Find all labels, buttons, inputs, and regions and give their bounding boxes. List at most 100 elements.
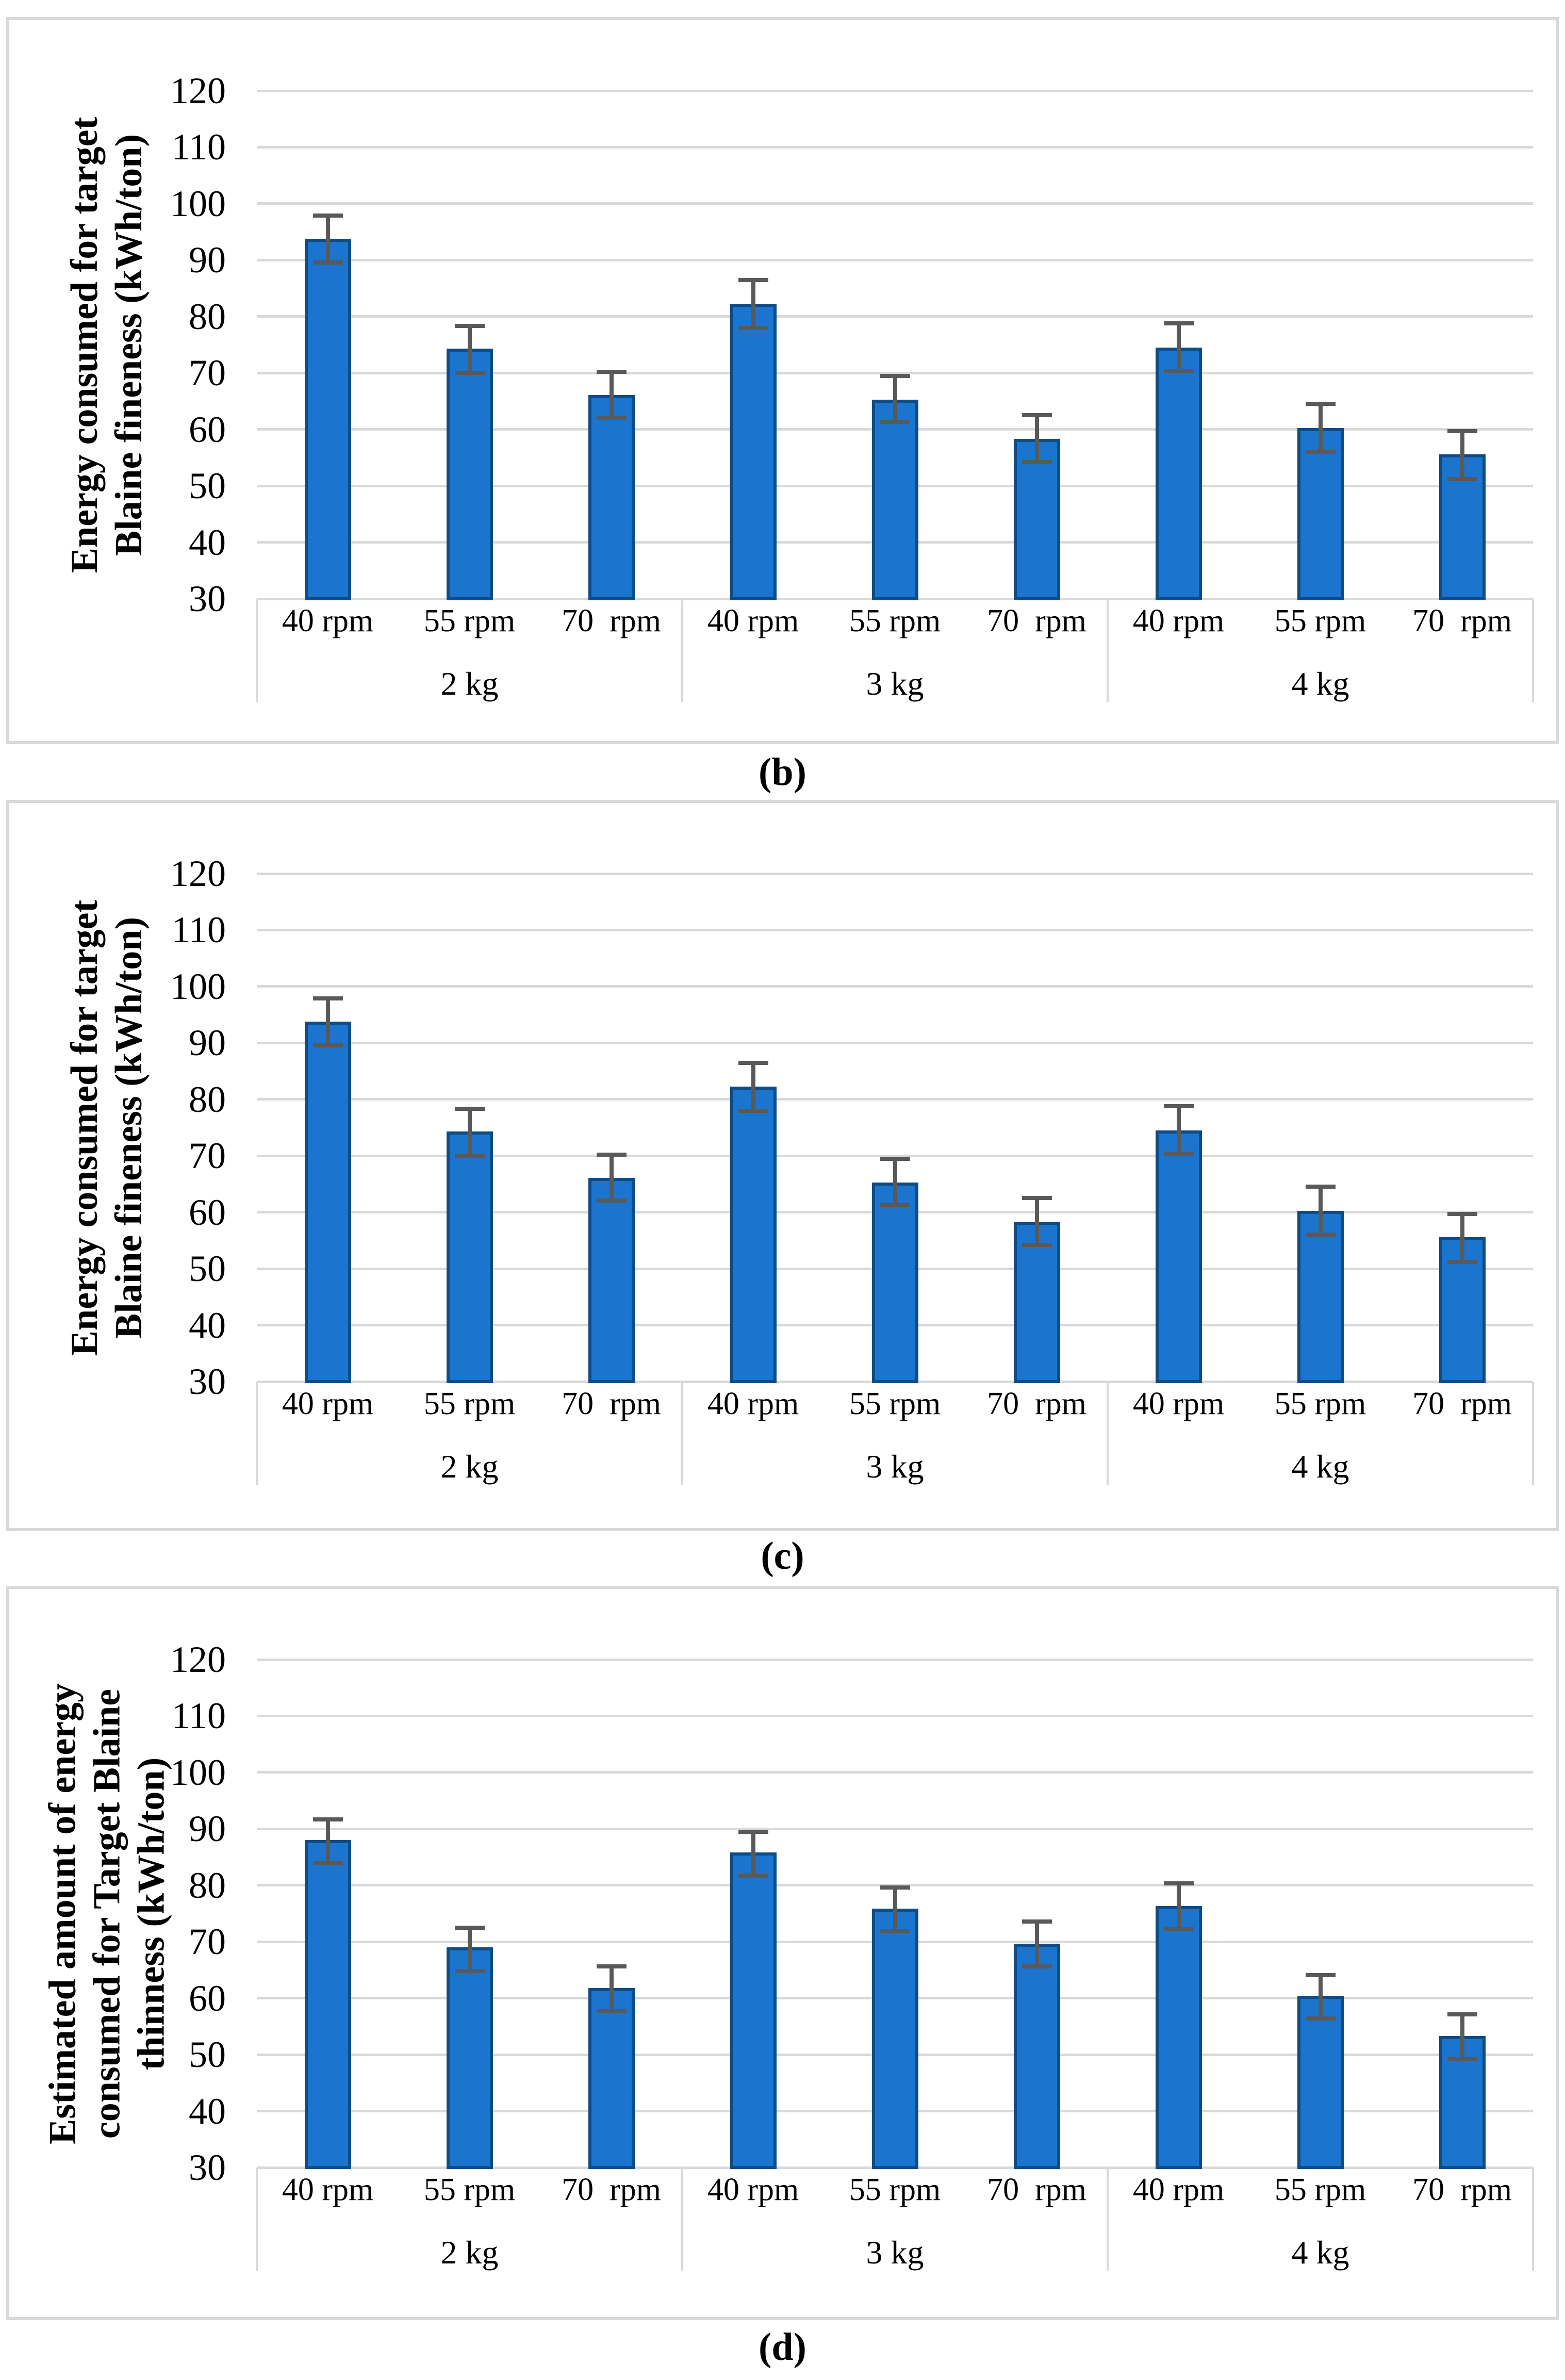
x-category-label: 70 rpm (987, 2172, 1086, 2207)
error-bar (893, 1158, 897, 1205)
bar (730, 1852, 777, 2169)
x-category-label: 70 rpm (1412, 2172, 1512, 2207)
error-bar-cap-bottom (1305, 2016, 1336, 2021)
x-category-label: 40 rpm (282, 1386, 374, 1421)
error-bar-cap-top (1305, 402, 1336, 406)
plot-area-c: 120 110 100 90 80 70 60 50 40 30 Energy consumed f… (9, 803, 1556, 1528)
x-category-label: 40 rpm (707, 1386, 799, 1421)
bar (1155, 1906, 1202, 2169)
error-bar (467, 1109, 472, 1156)
error-bar-cap-bottom (1022, 1964, 1052, 1969)
error-bar (1318, 1187, 1323, 1235)
y-tick-label-70: 70 (189, 1135, 226, 1177)
y-tick-label-90: 90 (189, 1022, 226, 1064)
error-bar-cap-bottom (880, 1929, 910, 1933)
error-bar-cap-bottom (738, 1108, 768, 1113)
error-bar-cap-top (1163, 321, 1194, 325)
gridline-y80 (257, 315, 1533, 318)
x-category-label: 70 rpm (562, 2172, 661, 2207)
gridline-y100 (257, 1771, 1533, 1774)
x-category-label: 40 rpm (707, 603, 799, 638)
bar (446, 1947, 493, 2169)
error-bar-cap-top (1305, 1185, 1336, 1189)
x-category-label: 55 rpm (849, 1386, 941, 1421)
bar (730, 303, 777, 600)
error-bar (609, 1155, 614, 1201)
gridline-y120 (257, 1658, 1533, 1661)
error-bar-cap-bottom (454, 371, 485, 375)
error-bar (1460, 1213, 1464, 1262)
x-category-label: 40 rpm (1132, 603, 1225, 638)
category-group-separator (1532, 2168, 1534, 2271)
x-category-label: 70 rpm (987, 1386, 1086, 1421)
error-bar-cap-bottom (880, 420, 910, 424)
x-category-label: 55 rpm (849, 2172, 941, 2207)
error-bar (609, 1966, 614, 2011)
y-tick-label-110: 110 (171, 126, 226, 168)
y-tick-label-40: 40 (189, 2090, 226, 2132)
error-bar-cap-top (312, 996, 343, 1000)
error-bar-cap-top (1447, 429, 1477, 433)
error-bar-cap-bottom (312, 1043, 343, 1047)
error-bar-cap-top (738, 277, 768, 282)
gridline-y90 (257, 1041, 1533, 1044)
y-tick-label-50: 50 (189, 465, 226, 507)
error-bar-cap-top (454, 324, 485, 329)
y-tick-label-30: 30 (189, 2147, 226, 2188)
error-bar-cap-top (596, 1964, 627, 1969)
error-bar-cap-bottom (1163, 1151, 1194, 1156)
x-group-label: 3 kg (866, 1448, 924, 1485)
y-tick-label-60: 60 (189, 408, 226, 450)
caption-c: (c) (761, 1534, 804, 1578)
y-tick-label-100: 100 (170, 1751, 226, 1793)
y-tick-label-70: 70 (189, 352, 226, 394)
error-bar (1176, 1106, 1181, 1154)
error-bar-cap-top (1022, 1919, 1052, 1924)
chart-panel-d: 120 110 100 90 80 70 60 50 40 30 Estimated amount … (6, 1586, 1559, 2320)
error-bar (1176, 1883, 1181, 1930)
error-bar-cap-top (1447, 1211, 1477, 1216)
error-bar-cap-top (312, 1817, 343, 1821)
x-category-label: 70 rpm (987, 603, 1086, 638)
error-bar-cap-top (1022, 413, 1052, 418)
y-tick-label-100: 100 (170, 965, 226, 1007)
error-bar (325, 998, 330, 1045)
gridline-y70 (257, 1154, 1533, 1157)
y-tick-label-80: 80 (189, 1864, 226, 1906)
error-bar (751, 1831, 755, 1876)
x-category-label: 55 rpm (423, 1386, 516, 1421)
x-category-label: 55 rpm (1274, 1386, 1366, 1421)
error-bar-cap-bottom (880, 1203, 910, 1207)
error-bar-cap-bottom (1022, 1243, 1052, 1248)
bar (304, 1021, 351, 1383)
y-axis-title: Energy consumed for target Blaine finene… (63, 899, 150, 1356)
category-group-separator (681, 1382, 683, 1485)
x-category-label: 70 rpm (1412, 1386, 1512, 1421)
y-axis-title: Energy consumed for target Blaine finene… (63, 117, 150, 573)
y-tick-label-90: 90 (189, 239, 226, 281)
x-category-label: 70 rpm (1412, 603, 1512, 638)
y-tick-label-80: 80 (189, 1078, 226, 1120)
gridline-y80 (257, 1098, 1533, 1101)
chart-panel-b: 120 110 100 90 80 70 60 50 40 30 Energy consumed f… (6, 17, 1559, 744)
error-bar-cap-bottom (1447, 1259, 1477, 1264)
x-category-label: 55 rpm (423, 603, 516, 638)
y-tick-label-120: 120 (170, 70, 226, 111)
error-bar-cap-top (1447, 2012, 1477, 2017)
gridline-y100 (257, 202, 1533, 205)
gridline-y110 (257, 145, 1533, 149)
gridline-y120 (257, 872, 1533, 875)
error-bar (751, 280, 755, 328)
x-group-label: 4 kg (1291, 1448, 1349, 1485)
error-bar (1034, 1921, 1039, 1967)
error-bar-cap-top (738, 1060, 768, 1065)
error-bar-cap-top (738, 1829, 768, 1834)
error-bar (325, 1819, 330, 1863)
y-tick-label-80: 80 (189, 296, 226, 337)
error-bar-cap-bottom (454, 1154, 485, 1158)
error-bar-cap-top (596, 1153, 627, 1157)
x-category-label: 40 rpm (282, 2172, 374, 2207)
error-bar (893, 1887, 897, 1931)
error-bar (467, 326, 472, 373)
error-bar-cap-top (1022, 1196, 1052, 1201)
